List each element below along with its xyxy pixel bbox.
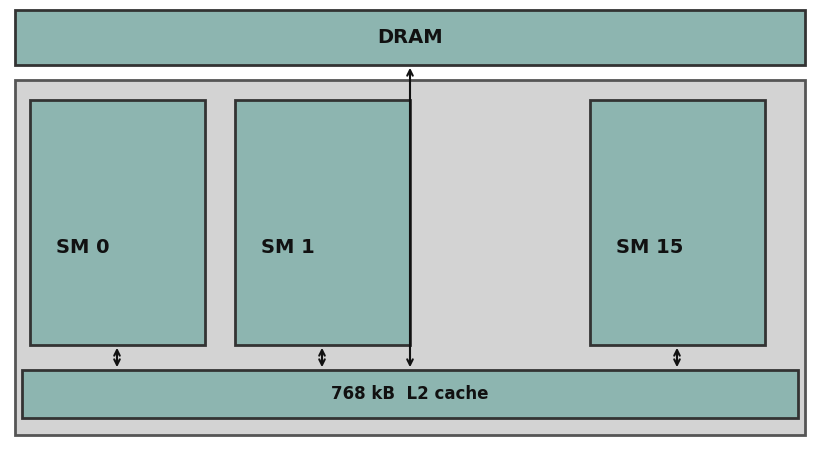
Bar <box>235 100 410 345</box>
Bar <box>15 10 804 65</box>
Text: SM 1: SM 1 <box>261 237 314 257</box>
Bar <box>22 370 797 418</box>
Bar <box>590 100 764 345</box>
FancyArrowPatch shape <box>407 70 412 365</box>
Text: DRAM: DRAM <box>377 28 442 47</box>
FancyArrowPatch shape <box>114 350 120 365</box>
FancyArrowPatch shape <box>673 350 679 365</box>
Text: SM 15: SM 15 <box>616 237 683 257</box>
Text: SM 0: SM 0 <box>57 237 110 257</box>
FancyArrowPatch shape <box>319 350 324 365</box>
Bar <box>30 100 205 345</box>
Text: 768 kB  L2 cache: 768 kB L2 cache <box>331 385 488 403</box>
Bar <box>15 80 804 435</box>
